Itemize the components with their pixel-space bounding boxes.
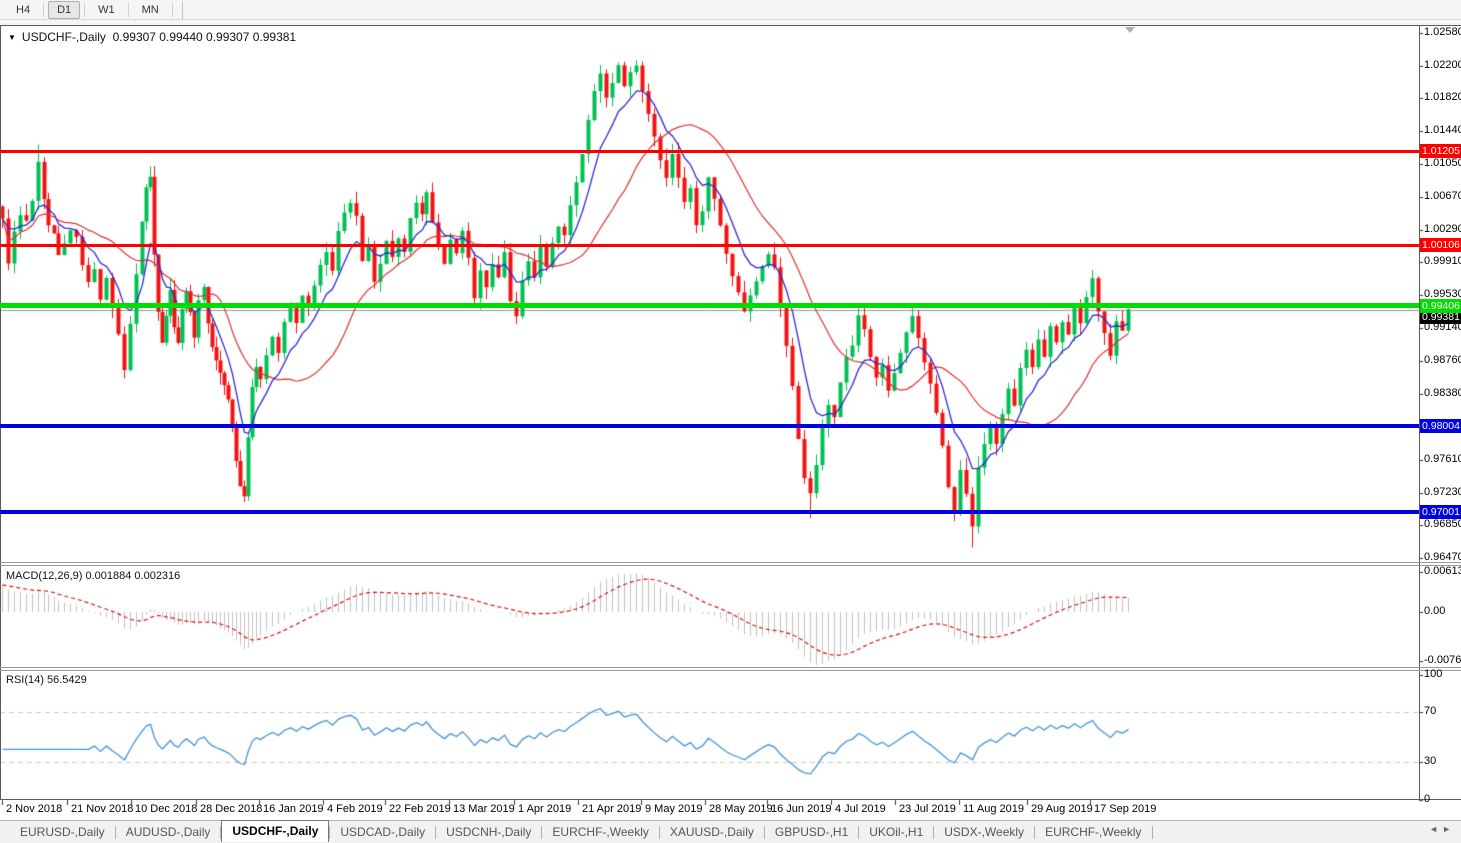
tab-scroll-arrows[interactable]: ◄►	[1429, 824, 1455, 834]
chart-tabs-bar: EURUSD-,Daily AUDUSD-,Daily USDCHF-,Daily U…	[0, 820, 1461, 843]
tab-separator	[763, 825, 765, 839]
chart-tab-eurchf-weekly[interactable]: EURCHF-,Weekly	[1045, 825, 1142, 839]
chart-shift-marker-icon[interactable]	[1125, 27, 1135, 33]
chart-tab-gbpusd-h1[interactable]: GBPUSD-,H1	[774, 825, 849, 839]
macd-panel-splitter-2[interactable]	[0, 565, 1461, 566]
support-line-1-price-badge: 0.98004	[1420, 419, 1461, 434]
rsi-panel-splitter-2[interactable]	[0, 670, 1461, 671]
pivot-line-green-price-badge: 0.99406	[1420, 298, 1461, 313]
resistance-line-1-price-badge: 1.01205	[1420, 144, 1461, 158]
date-axis-label: 17 Sep 2019	[1094, 803, 1157, 815]
date-axis-label: 21 Apr 2019	[582, 803, 642, 815]
chart-frame-bottom	[0, 799, 1461, 800]
support-line-2-price-badge: 0.97001	[1420, 505, 1461, 520]
price-axis-tick: 0.96850	[1424, 518, 1461, 531]
support-line-2[interactable]	[0, 510, 1419, 515]
rsi-axis-tick: 100	[1424, 667, 1443, 680]
macd-indicator-label: MACD(12,26,9) 0.001884 0.002316	[6, 570, 181, 582]
chart-symbol: USDCHF-,Daily	[21, 30, 106, 44]
tab-separator	[858, 825, 860, 839]
chart-tab-eurchf-weekly[interactable]: EURCHF-,Weekly	[552, 825, 649, 839]
chart-frame-top	[0, 25, 1461, 26]
tab-scroll-right-icon[interactable]: ►	[1442, 824, 1455, 834]
date-axis-label: 1 Apr 2019	[518, 803, 572, 815]
price-axis-tick: 1.02580	[1424, 25, 1461, 38]
price-axis-tick: 1.00670	[1424, 189, 1461, 202]
resistance-line-1[interactable]	[0, 149, 1419, 153]
price-axis-tick: 0.98760	[1424, 354, 1461, 367]
chart-tab-usdcnh-daily[interactable]: USDCNH-,Daily	[446, 825, 532, 839]
price-axis-border	[1419, 25, 1420, 800]
rsi-axis-tick: 30	[1424, 755, 1437, 767]
chart-tab-ukoil-h1[interactable]: UKOil-,H1	[869, 825, 924, 839]
support-line-1[interactable]	[0, 424, 1419, 429]
tab-separator	[220, 825, 222, 839]
date-axis-label: 29 Aug 2019	[1031, 803, 1093, 815]
macd-axis-tick: 0.00613	[1424, 565, 1461, 578]
price-axis-tick: 1.02200	[1424, 58, 1461, 71]
current-price-badge: 0.99381	[1420, 309, 1461, 324]
date-axis-label: 22 Feb 2019	[389, 803, 451, 815]
price-axis-tick: 0.97230	[1424, 485, 1461, 498]
date-axis-label: 4 Jul 2019	[835, 803, 886, 815]
date-axis-label: 16 Jan 2019	[263, 803, 324, 815]
tab-scroll-left-icon[interactable]: ◄	[1429, 824, 1443, 834]
price-axis-tick: 1.01820	[1424, 91, 1461, 104]
chart-tab-usdcad-daily[interactable]: USDCAD-,Daily	[340, 825, 426, 839]
price-axis-tick: 1.01050	[1424, 157, 1461, 170]
price-axis-tick: 0.99140	[1424, 321, 1461, 334]
date-axis-label: 21 Nov 2018	[71, 803, 134, 815]
date-axis-label: 10 Dec 2018	[135, 803, 198, 815]
macd-axis-tick: 0.00	[1424, 605, 1446, 617]
rsi-panel-splitter[interactable]	[0, 667, 1461, 668]
tab-separator	[329, 825, 331, 839]
chart-tab-xauusd-daily[interactable]: XAUUSD-,Daily	[669, 825, 754, 839]
date-axis-label: 4 Feb 2019	[327, 803, 383, 815]
price-axis-tick: 1.00290	[1424, 222, 1461, 235]
date-axis-label: 13 Mar 2019	[453, 803, 515, 815]
chart-tab-usdx-weekly[interactable]: USDX-,Weekly	[944, 825, 1025, 839]
tab-separator	[1151, 825, 1153, 839]
date-axis-label: 9 May 2019	[645, 803, 703, 815]
tab-separator	[658, 825, 660, 839]
chart-title: ▼ USDCHF-,Daily 0.99307 0.99440 0.99307 0…	[8, 30, 296, 44]
tab-separator	[114, 825, 116, 839]
macd-axis-tick: -0.0076122	[1424, 654, 1461, 667]
chart-tab-audusd-daily[interactable]: AUDUSD-,Daily	[125, 825, 211, 839]
price-axis-tick: 0.99910	[1424, 255, 1461, 268]
resistance-line-2[interactable]	[0, 243, 1419, 247]
chart-tab-eurusd-daily[interactable]: EURUSD-,Daily	[20, 825, 105, 839]
date-axis-label: 11 Aug 2019	[963, 803, 1024, 815]
date-axis-label: 28 May 2019	[709, 803, 773, 815]
price-axis-tick: 0.97610	[1424, 452, 1461, 465]
macd-panel-splitter[interactable]	[0, 562, 1461, 563]
price-axis-tick: 1.01440	[1424, 123, 1461, 136]
date-axis-label: 28 Dec 2018	[200, 803, 263, 815]
price-axis-tick: 0.98380	[1424, 386, 1461, 399]
rsi-axis-tick: 70	[1424, 705, 1437, 717]
date-axis-label: 16 Jun 2019	[771, 803, 832, 815]
date-axis-label: 2 Nov 2018	[6, 803, 63, 815]
chart-ohlc-values: 0.99307 0.99440 0.99307 0.99381	[112, 30, 297, 44]
tab-separator	[541, 825, 543, 839]
tab-separator	[435, 825, 437, 839]
tab-separator	[933, 825, 935, 839]
rsi-axis-tick: 0	[1424, 792, 1431, 805]
chart-frame-left	[0, 25, 1, 800]
rsi-indicator-label: RSI(14) 56.5429	[6, 674, 87, 686]
pivot-line-green[interactable]	[0, 303, 1419, 309]
date-axis-label: 23 Jul 2019	[899, 803, 956, 815]
tab-separator	[1034, 825, 1036, 839]
dropdown-triangle-icon[interactable]: ▼	[8, 33, 16, 42]
chart-tab-usdchf-daily[interactable]: USDCHF-,Daily	[221, 820, 330, 842]
resistance-line-2-price-badge: 1.00106	[1420, 238, 1461, 253]
price-axis-tick: 0.96470	[1424, 550, 1461, 563]
price-axis-tick: 0.99530	[1424, 287, 1461, 300]
